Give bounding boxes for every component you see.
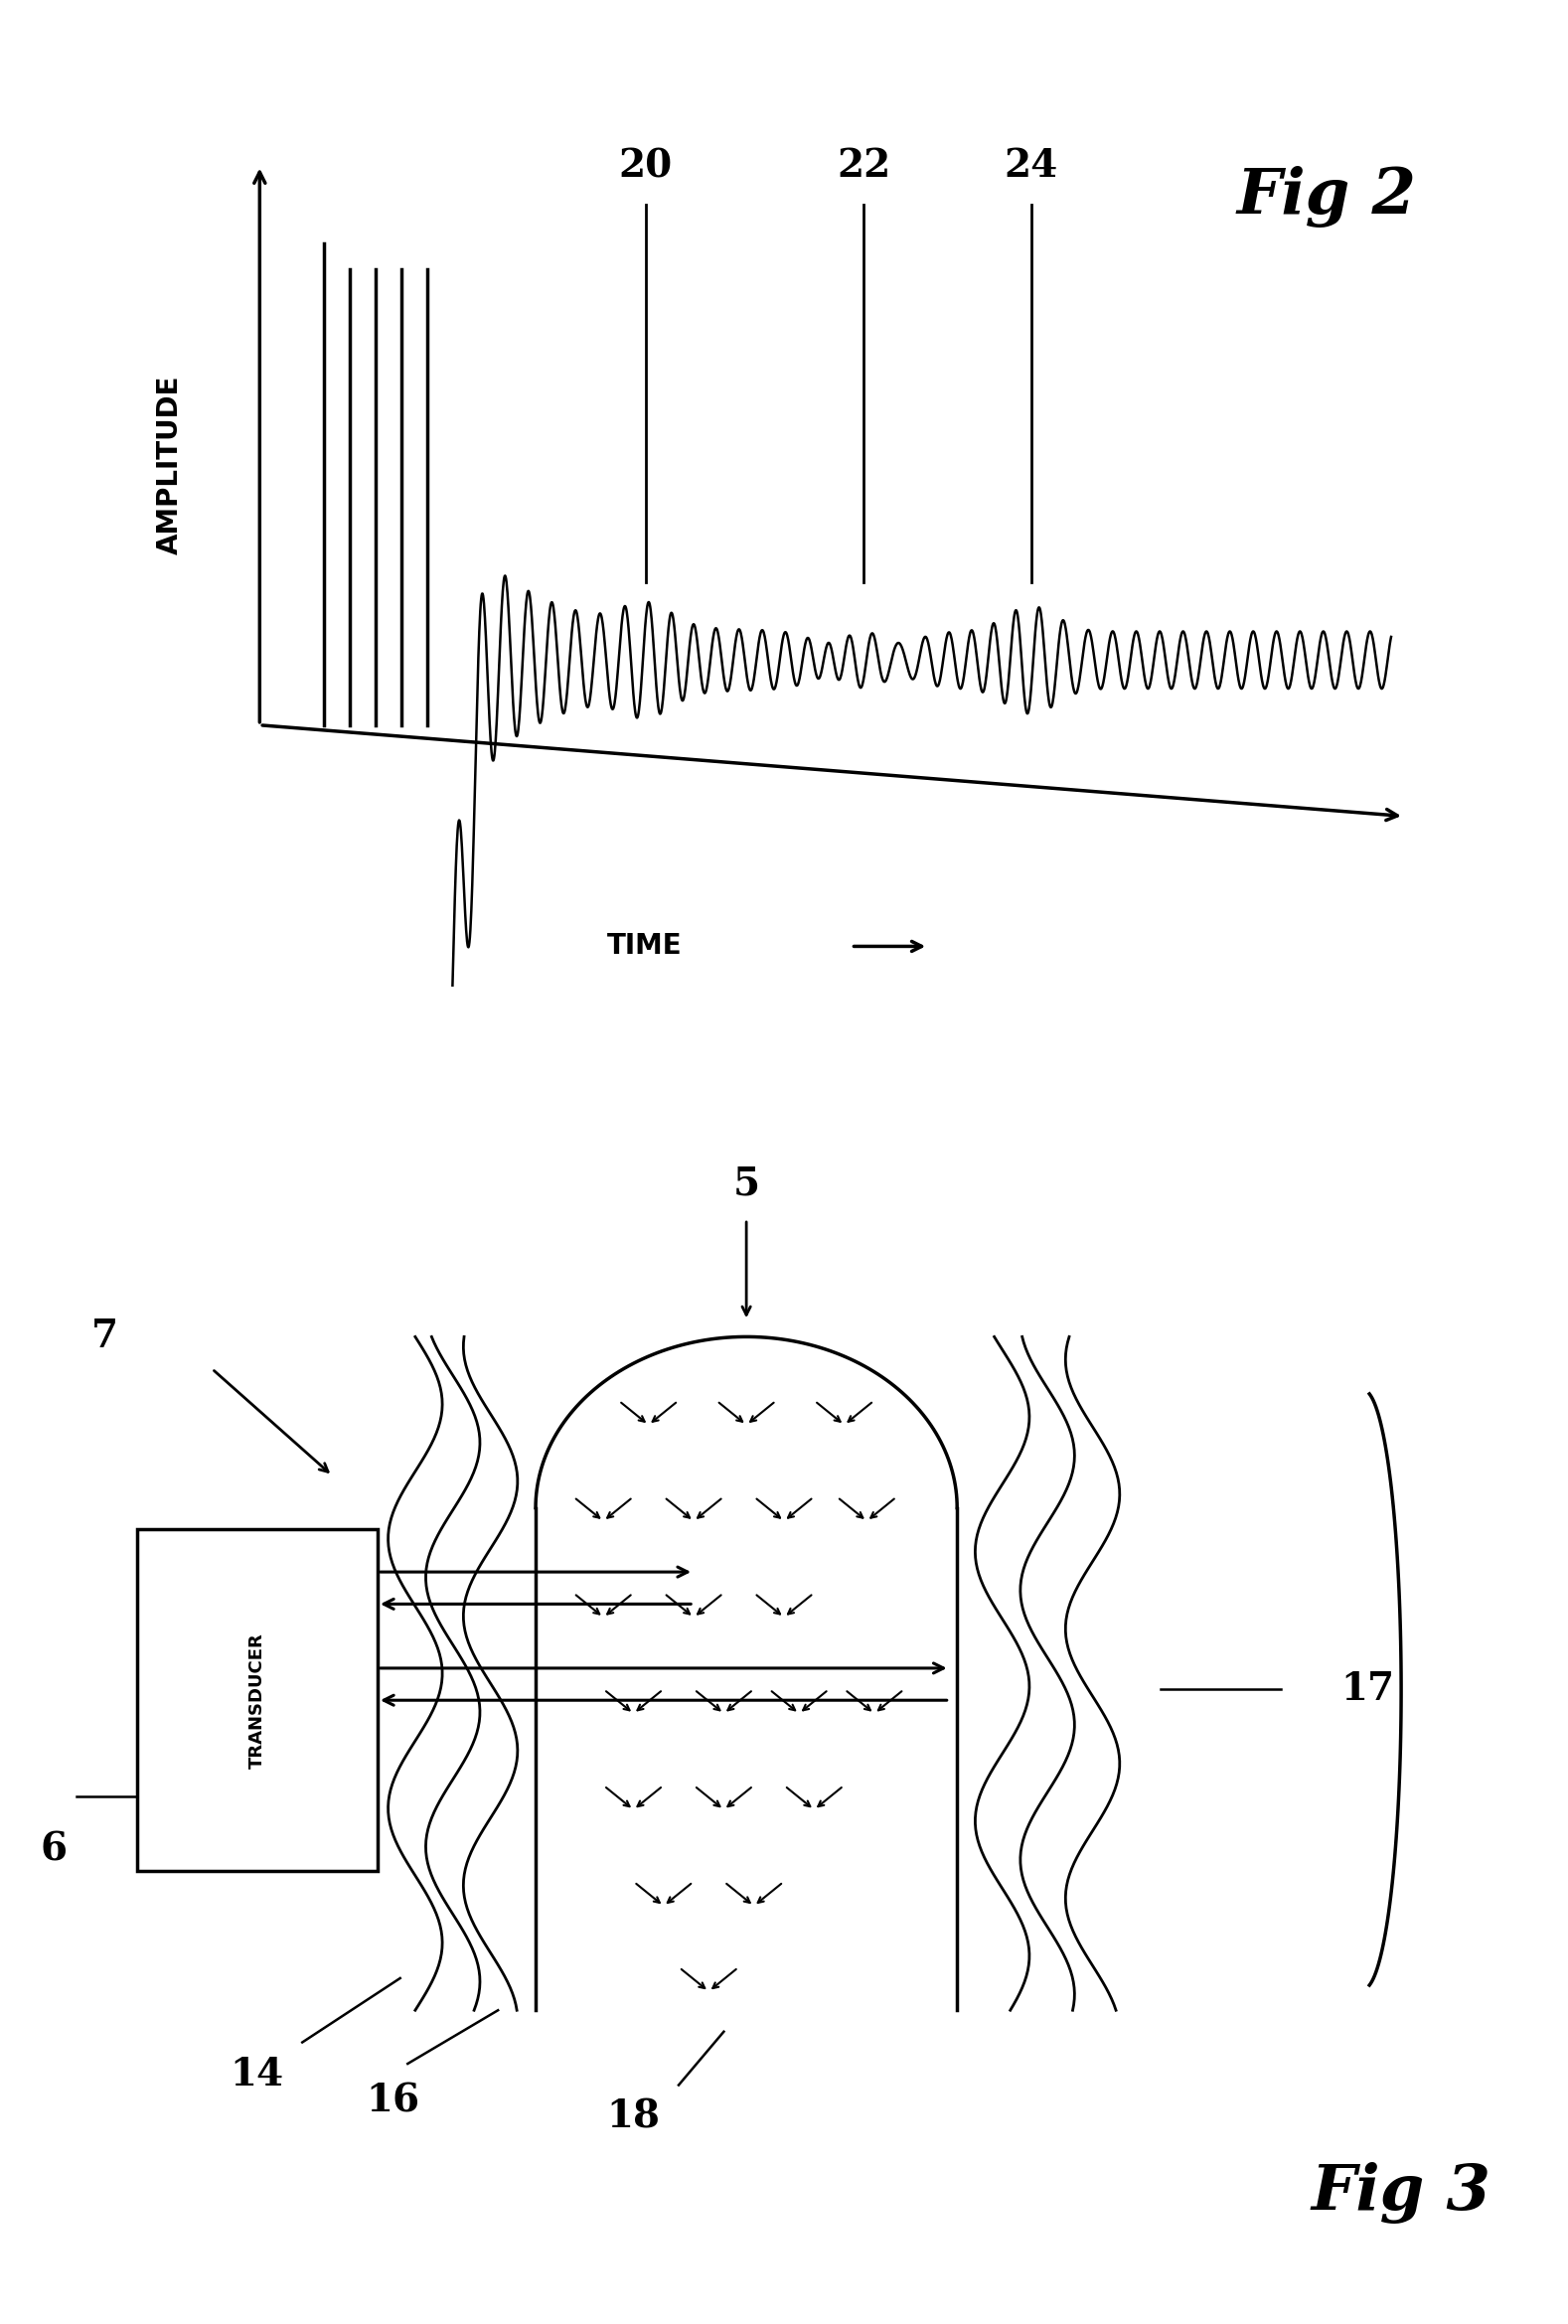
Text: 5: 5: [732, 1164, 760, 1204]
Text: TRANSDUCER: TRANSDUCER: [248, 1631, 267, 1769]
Text: 14: 14: [230, 2054, 284, 2094]
Text: 16: 16: [365, 2082, 420, 2119]
Text: 24: 24: [1004, 146, 1058, 186]
Text: AMPLITUDE: AMPLITUDE: [155, 374, 183, 555]
Text: 7: 7: [91, 1318, 119, 1355]
Text: 20: 20: [618, 146, 673, 186]
Text: 17: 17: [1341, 1671, 1394, 1708]
Text: Fig 3: Fig 3: [1311, 2161, 1491, 2224]
FancyBboxPatch shape: [136, 1529, 378, 1871]
Text: 22: 22: [837, 146, 891, 186]
Text: 18: 18: [607, 2099, 660, 2136]
Text: 6: 6: [41, 1831, 67, 1868]
Text: TIME: TIME: [607, 932, 682, 960]
Text: Fig 2: Fig 2: [1237, 165, 1417, 228]
